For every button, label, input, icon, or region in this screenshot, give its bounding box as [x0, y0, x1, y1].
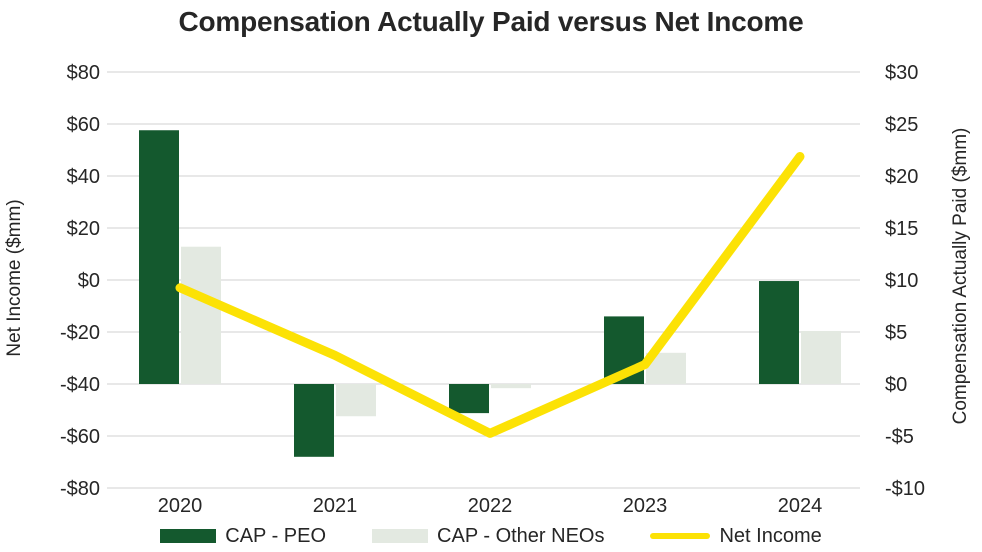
- chart-title: Compensation Actually Paid versus Net In…: [178, 6, 804, 37]
- bar-cap-peo: [294, 384, 334, 457]
- bar-cap-peo: [449, 384, 489, 414]
- bar-cap-peo: [139, 130, 179, 384]
- x-axis-label: 2023: [623, 495, 668, 517]
- left-axis-tick-label: $60: [67, 114, 100, 136]
- right-axis-tick-label: -$5: [885, 426, 914, 448]
- right-axis-tick-label: -$10: [885, 478, 925, 500]
- left-axis-tick-label: $40: [67, 166, 100, 188]
- left-axis-tick-label: -$40: [60, 374, 100, 396]
- bar-cap-other-neos: [801, 330, 841, 384]
- legend-item-net-income: Net Income: [650, 524, 822, 548]
- right-axis-tick-label: $20: [885, 166, 918, 188]
- legend-item-cap-other-neos: CAP - Other NEOs: [372, 525, 604, 548]
- left-axis-tick-label: -$20: [60, 322, 100, 344]
- net-income-line-swatch-icon: [650, 533, 711, 539]
- legend-label: Net Income: [719, 524, 822, 547]
- cap-other-neos-swatch-icon: [372, 529, 429, 543]
- bar-cap-other-neos: [491, 384, 531, 389]
- left-axis-tick-label: $20: [67, 218, 100, 240]
- x-axis-label: 2021: [313, 495, 358, 517]
- x-axis-label: 2024: [778, 495, 823, 517]
- right-axis-tick-label: $25: [885, 114, 918, 136]
- left-axis-tick-label: -$60: [60, 426, 100, 448]
- left-axis-tick-label: $80: [67, 62, 100, 84]
- right-axis-tick-label: $15: [885, 218, 918, 240]
- right-axis-tick-label: $0: [885, 374, 907, 396]
- legend-label: CAP - Other NEOs: [437, 524, 605, 547]
- x-axis-label: 2022: [468, 495, 513, 517]
- bar-cap-peo: [759, 281, 799, 384]
- right-axis-tick-label: $30: [885, 62, 918, 84]
- legend: CAP - PEO CAP - Other NEOs Net Income: [0, 524, 982, 548]
- cap-peo-swatch-icon: [160, 529, 217, 543]
- bar-cap-other-neos: [181, 246, 221, 384]
- right-axis-tick-label: $10: [885, 270, 918, 292]
- left-axis-tick-label: $0: [78, 270, 100, 292]
- legend-label: CAP - PEO: [225, 524, 327, 547]
- net-income-line: [175, 152, 805, 438]
- right-axis-tick-label: $5: [885, 322, 907, 344]
- left-axis-tick-label: -$80: [60, 478, 100, 500]
- legend-item-cap-peo: CAP - PEO: [160, 525, 326, 548]
- bar-cap-other-neos: [336, 384, 376, 417]
- x-axis-label: 2020: [158, 495, 203, 517]
